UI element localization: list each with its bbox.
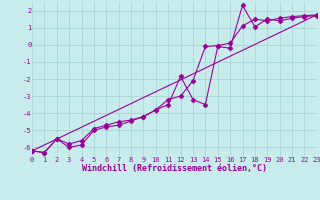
X-axis label: Windchill (Refroidissement éolien,°C): Windchill (Refroidissement éolien,°C) (82, 164, 267, 173)
